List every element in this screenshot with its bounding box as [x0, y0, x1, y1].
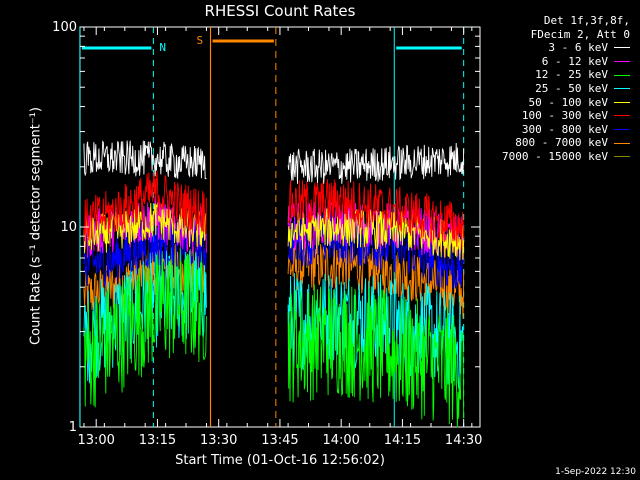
- legend-swatch: [614, 88, 630, 90]
- series-line: [287, 239, 465, 319]
- legend-label: 800 - 7000 keV: [515, 136, 608, 150]
- x-tick-label: 13:30: [200, 433, 237, 448]
- night-label: N: [159, 41, 166, 54]
- legend-label: 6 - 12 keV: [541, 54, 608, 68]
- legend-swatch: [614, 61, 630, 63]
- legend-swatch: [614, 156, 630, 158]
- legend-label: 50 - 100 keV: [528, 95, 608, 109]
- legend-entry: 12 - 25 keV: [502, 68, 630, 82]
- legend: Det 1f,3f,8f, FDecim 2, Att 0 3 - 6 keV 6…: [502, 14, 630, 164]
- legend-swatch: [614, 129, 630, 131]
- legend-header-line-1: Det 1f,3f,8f,: [543, 14, 630, 27]
- legend-label: 12 - 25 keV: [535, 68, 608, 82]
- series-layer: [83, 140, 465, 428]
- series-line: [83, 140, 207, 180]
- x-tick-label: 13:45: [261, 433, 298, 448]
- series-line: [287, 142, 465, 184]
- x-tick-label: 14:30: [445, 433, 482, 448]
- legend-swatch: [614, 101, 630, 103]
- y-tick-label: 100: [52, 20, 77, 35]
- x-tick-label: 14:15: [384, 433, 421, 448]
- y-axis-label: Count Rate (s⁻¹ detector segment⁻¹): [28, 107, 44, 345]
- x-tick-label: 14:00: [322, 433, 359, 448]
- legend-label: 3 - 6 keV: [548, 41, 608, 55]
- legend-entry: 50 - 100 keV: [502, 96, 630, 110]
- series-line: [287, 284, 465, 428]
- y-tick-label: 10: [60, 220, 77, 235]
- legend-entry: 800 - 7000 keV: [502, 136, 630, 150]
- x-axis-label: Start Time (01-Oct-16 12:56:02): [175, 453, 385, 468]
- series-line: [83, 247, 207, 408]
- chart-title: RHESSI Count Rates: [204, 2, 356, 20]
- legend-label: 300 - 800 keV: [521, 122, 608, 136]
- legend-swatch: [614, 142, 630, 144]
- timestamp: 1-Sep-2022 12:30: [555, 467, 636, 477]
- legend-entry: 25 - 50 keV: [502, 82, 630, 96]
- series-line: [83, 171, 207, 242]
- legend-label: 25 - 50 keV: [535, 81, 608, 95]
- legend-swatch: [614, 74, 630, 76]
- legend-swatch: [614, 115, 630, 117]
- series-line: [287, 179, 465, 250]
- legend-entry: 300 - 800 keV: [502, 123, 630, 137]
- y-tick-label: 1: [69, 420, 77, 435]
- x-tick-label: 13:00: [77, 433, 114, 448]
- saa-label: S: [197, 34, 204, 47]
- legend-swatch: [614, 47, 630, 49]
- legend-entry: 7000 - 15000 keV: [502, 150, 630, 164]
- x-tick-label: 13:15: [139, 433, 176, 448]
- axis-ticks: 13:00 13:15 13:30 13:45 14:00 14:15 14:30 1 10 10…: [52, 20, 482, 448]
- legend-header-line-2: FDecim 2, Att 0: [530, 27, 630, 41]
- legend-entry: 6 - 12 keV: [502, 55, 630, 69]
- legend-label: 7000 - 15000 keV: [502, 149, 608, 163]
- series-line: [83, 202, 207, 254]
- legend-entry: 3 - 6 keV: [502, 41, 630, 55]
- legend-entry: 100 - 300 keV: [502, 109, 630, 123]
- legend-label: 100 - 300 keV: [521, 109, 608, 123]
